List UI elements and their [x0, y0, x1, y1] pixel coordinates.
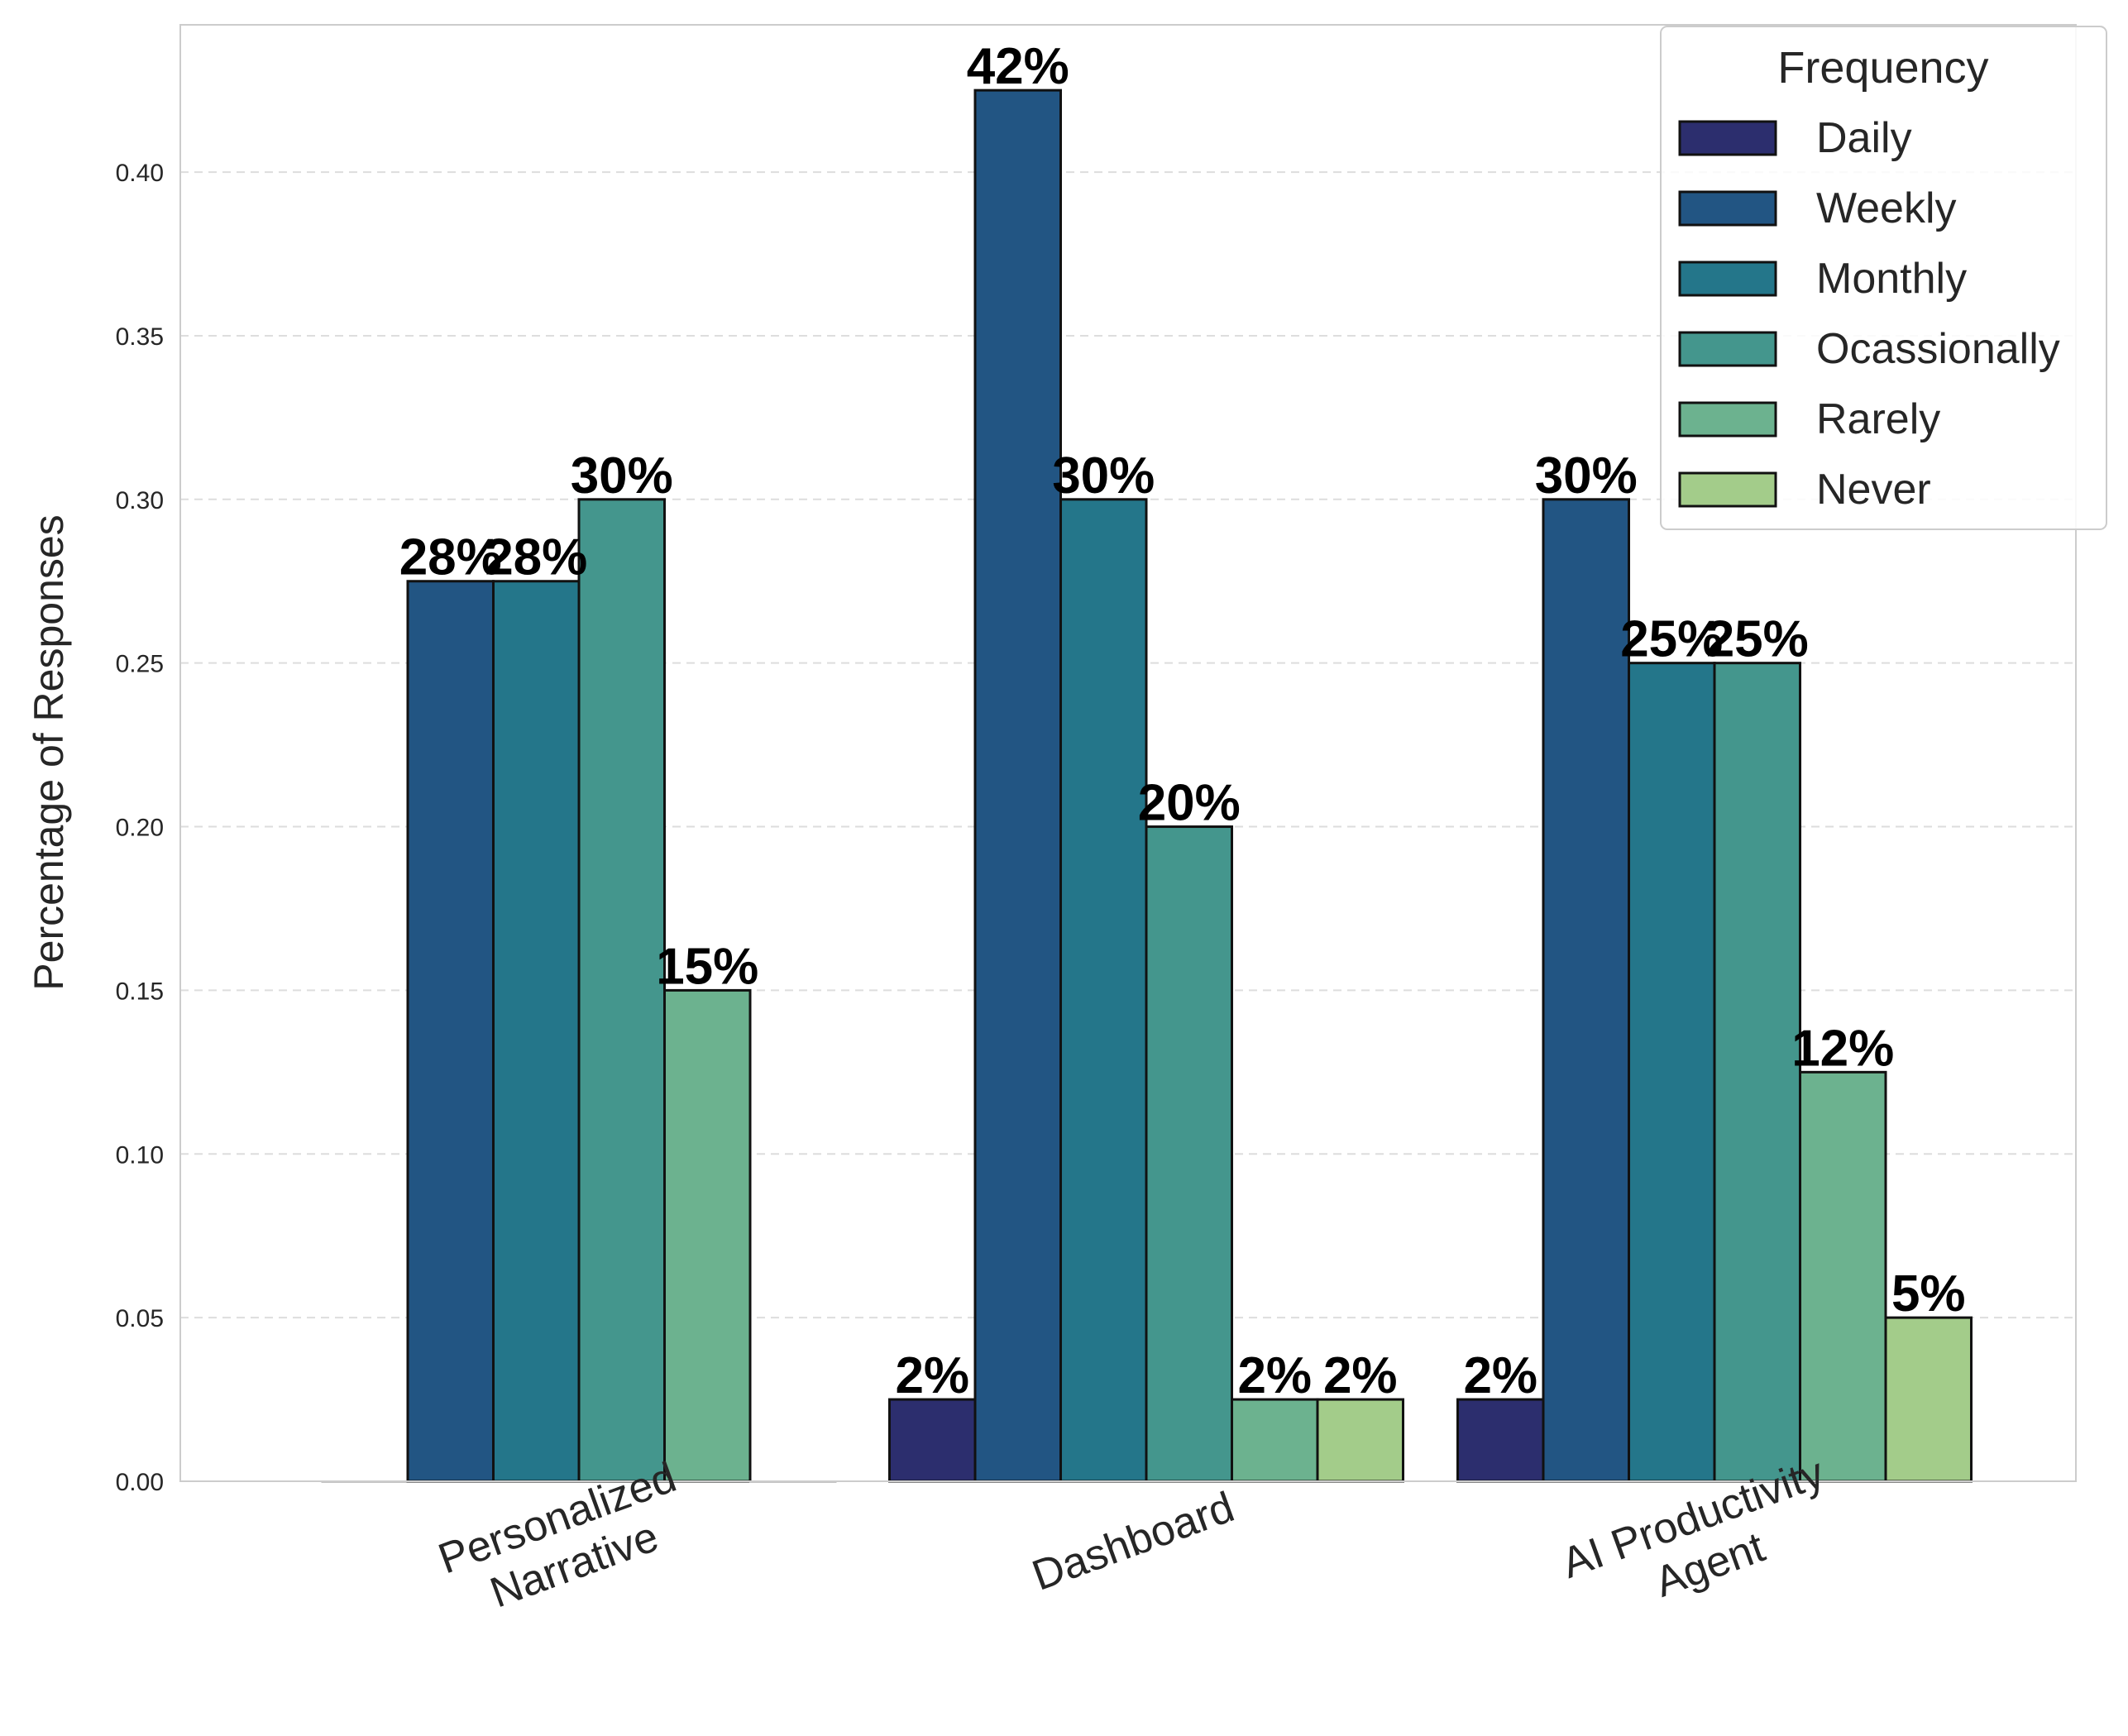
data-label: 2%: [1323, 1347, 1398, 1404]
legend-swatch: [1678, 331, 1777, 367]
x-category-line: Dashboard: [1026, 1483, 1241, 1600]
bar-rarely: [1799, 1070, 1887, 1483]
x-category-label: Dashboard: [1026, 1483, 1241, 1600]
y-tick-label: 0.25: [116, 651, 164, 678]
legend-item: Weekly: [1678, 184, 1957, 232]
data-label: 30%: [571, 447, 673, 505]
y-tick-label: 0.00: [116, 1469, 164, 1496]
bar-daily: [888, 1398, 977, 1483]
bars: [321, 88, 1973, 1483]
y-tick-label: 0.15: [116, 978, 164, 1005]
y-axis-ticks: 0.00 0.05 0.10 0.15 0.20 0.25 0.30 0.35 0.40: [116, 160, 164, 1496]
bar-rarely: [663, 988, 752, 1483]
legend-item: Never: [1678, 466, 1931, 514]
data-label: 25%: [1620, 611, 1723, 668]
bar-ocassionally: [1713, 662, 1801, 1483]
legend: Frequency Daily Weekly Monthly Ocassionally…: [1660, 26, 2107, 530]
bar-weekly: [406, 580, 495, 1483]
bar-ocassionally: [577, 498, 666, 1483]
data-label: 28%: [399, 529, 502, 586]
data-label: 15%: [656, 938, 758, 995]
legend-label: Ocassionally: [1816, 325, 2060, 373]
bar-daily: [1456, 1398, 1545, 1483]
legend-label: Monthly: [1816, 255, 1967, 303]
legend-items: Daily Weekly Monthly Ocassionally Rarely Neve…: [1678, 114, 2060, 514]
legend-title: Frequency: [1777, 43, 1988, 93]
data-label: 28%: [485, 529, 587, 586]
data-label: 25%: [1706, 611, 1809, 668]
legend-item: Ocassionally: [1678, 325, 2060, 373]
bar-monthly: [1628, 662, 1716, 1483]
data-labels: 2% 2%28%42%30%28%30%25%30%20%25%15%2%12%2…: [399, 38, 1966, 1404]
legend-swatch: [1678, 120, 1777, 156]
legend-label: Rarely: [1816, 395, 1940, 443]
data-label: 42%: [967, 38, 1069, 95]
y-tick-label: 0.10: [116, 1141, 164, 1169]
legend-item: Daily: [1678, 114, 1912, 162]
y-tick-label: 0.40: [116, 160, 164, 187]
bar-rarely: [1231, 1398, 1319, 1483]
bar-weekly: [973, 88, 1062, 1483]
bar-weekly: [1542, 498, 1630, 1483]
y-tick-label: 0.05: [116, 1305, 164, 1332]
bar-monthly: [492, 580, 581, 1483]
bar-ocassionally: [1145, 825, 1233, 1483]
y-tick-label: 0.30: [116, 487, 164, 514]
bar-never: [1884, 1316, 1973, 1483]
legend-item: Rarely: [1678, 395, 1940, 443]
bar-never: [1316, 1398, 1404, 1483]
legend-label: Daily: [1816, 114, 1912, 162]
bar-monthly: [1059, 498, 1148, 1483]
legend-label: Weekly: [1816, 184, 1957, 232]
data-label: 2%: [1237, 1347, 1312, 1404]
y-tick-label: 0.20: [116, 815, 164, 842]
legend-swatch: [1678, 261, 1777, 297]
y-tick-label: 0.35: [116, 323, 164, 351]
legend-item: Monthly: [1678, 255, 1967, 303]
data-label: 30%: [1535, 447, 1638, 505]
data-label: 12%: [1791, 1020, 1894, 1077]
data-label: 2%: [1463, 1347, 1537, 1404]
legend-swatch: [1678, 471, 1777, 508]
y-axis-label: Percentage of Responses: [26, 514, 72, 990]
data-label: 5%: [1891, 1265, 1966, 1322]
legend-label: Never: [1816, 466, 1931, 514]
data-label: 20%: [1138, 775, 1241, 832]
data-label: 30%: [1052, 447, 1155, 505]
legend-swatch: [1678, 401, 1777, 438]
plot-frame: [179, 24, 2077, 1482]
legend-swatch: [1678, 190, 1777, 227]
data-label: 2%: [895, 1347, 969, 1404]
